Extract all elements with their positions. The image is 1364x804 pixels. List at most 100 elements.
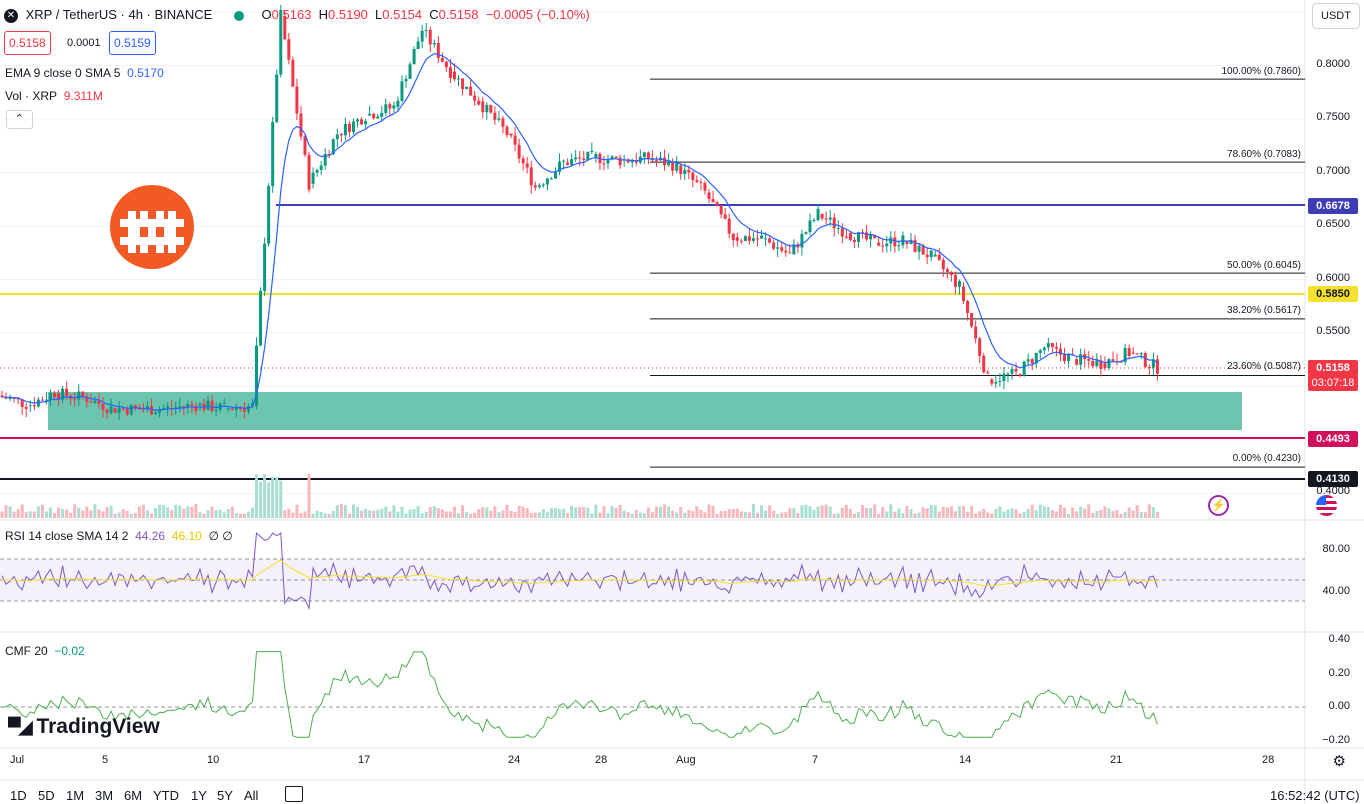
collapse-legend-button[interactable]: ⌃ bbox=[6, 110, 33, 129]
volume-bar bbox=[416, 506, 420, 518]
candle-body bbox=[933, 254, 937, 257]
price-axis-label: 0.5500 bbox=[1316, 325, 1350, 337]
candle-body bbox=[408, 64, 412, 79]
volume-bar bbox=[970, 505, 974, 518]
volume-bar bbox=[392, 505, 396, 518]
timeframe-6m-button[interactable]: 6M bbox=[124, 788, 143, 803]
volume-bar bbox=[404, 513, 408, 518]
volume-bar bbox=[327, 513, 331, 518]
volume-bar bbox=[40, 504, 44, 518]
volume-bar bbox=[356, 506, 360, 518]
candle-body bbox=[549, 178, 553, 180]
volume-bar bbox=[986, 512, 990, 518]
volume-bar bbox=[699, 509, 703, 518]
ema-legend[interactable]: EMA 9 close 0 SMA 5 0.5170 bbox=[5, 66, 164, 80]
clock-readout[interactable]: 16:52:42 (UTC) bbox=[1270, 788, 1360, 803]
volume-bar bbox=[719, 511, 723, 518]
volume-bar bbox=[1018, 513, 1022, 518]
candle-body bbox=[1087, 358, 1091, 361]
timeframe-5d-button[interactable]: 5D bbox=[38, 788, 55, 803]
candle-body bbox=[24, 406, 28, 409]
cmf-legend[interactable]: CMF 20 −0.02 bbox=[5, 644, 85, 658]
volume-bar bbox=[424, 511, 428, 518]
volume-bar bbox=[905, 505, 909, 518]
black-line-price-tag[interactable]: 0.4130 bbox=[1308, 471, 1358, 487]
settings-icon[interactable]: ⚙ bbox=[1332, 753, 1346, 770]
candle-body bbox=[125, 408, 129, 415]
volume-bar bbox=[364, 508, 368, 518]
candle-body bbox=[537, 185, 541, 188]
candle-body bbox=[432, 43, 436, 45]
volume-bar bbox=[533, 512, 537, 518]
rsi-legend[interactable]: RSI 14 close SMA 14 2 44.26 46.10 ∅ ∅ bbox=[5, 529, 233, 543]
candle-body bbox=[489, 104, 493, 113]
timeframe-1d-button[interactable]: 1D bbox=[10, 788, 27, 803]
volume-bar bbox=[170, 509, 174, 518]
volume-bar bbox=[921, 507, 925, 518]
volume-bar bbox=[178, 505, 182, 518]
candle-body bbox=[238, 407, 242, 409]
fib-level-label: 78.60% (0.7083) bbox=[1227, 149, 1301, 160]
volume-bar bbox=[646, 507, 650, 518]
currency-selector[interactable]: USDT bbox=[1312, 3, 1360, 29]
candle-body bbox=[149, 406, 153, 415]
volume-bar bbox=[566, 512, 570, 518]
candle-body bbox=[158, 409, 162, 413]
volume-bar bbox=[962, 505, 966, 518]
candle-body bbox=[1123, 348, 1127, 363]
candle-body bbox=[190, 404, 194, 406]
volume-bar bbox=[852, 513, 856, 518]
candle-body bbox=[594, 153, 598, 158]
yellow-line-price-tag[interactable]: 0.5850 bbox=[1308, 286, 1358, 302]
sell-button[interactable]: 0.5158 bbox=[4, 31, 51, 55]
volume-bar bbox=[1010, 508, 1014, 518]
volume-bar bbox=[279, 480, 283, 518]
x-axis-label: 17 bbox=[358, 754, 371, 766]
timeframe-all-button[interactable]: All bbox=[244, 788, 259, 803]
us-flag-icon[interactable] bbox=[1316, 495, 1337, 516]
candle-body bbox=[986, 372, 990, 374]
volume-bar bbox=[69, 512, 73, 518]
volume-bar bbox=[77, 507, 81, 518]
blue-line-price-tag[interactable]: 0.6678 bbox=[1308, 198, 1358, 214]
volume-bar bbox=[182, 508, 186, 518]
volume-bar bbox=[848, 508, 852, 518]
candle-body bbox=[582, 158, 586, 160]
candle-body bbox=[824, 218, 828, 220]
date-range-icon[interactable] bbox=[285, 786, 303, 802]
candle-body bbox=[351, 121, 355, 132]
volume-bar bbox=[1131, 510, 1135, 518]
symbol-title[interactable]: XRP / TetherUS · 4h · BINANCE bbox=[25, 7, 213, 22]
candle-body bbox=[263, 243, 267, 291]
close-icon[interactable]: ✕ bbox=[4, 8, 18, 23]
volume-bar bbox=[65, 509, 69, 518]
volume-bar bbox=[230, 506, 234, 518]
volume-bar bbox=[125, 511, 129, 518]
tv-icon: ▀◢ bbox=[8, 717, 33, 737]
candle-body bbox=[966, 300, 970, 314]
timeframe-1y-button[interactable]: 1Y bbox=[191, 788, 207, 803]
price-axis-label: 0.8000 bbox=[1316, 58, 1350, 70]
candle-body bbox=[1014, 369, 1018, 372]
timeframe-3m-button[interactable]: 3M bbox=[95, 788, 114, 803]
timeframe-ytd-button[interactable]: YTD bbox=[153, 788, 179, 803]
candle-body bbox=[772, 242, 776, 249]
volume-bar bbox=[154, 507, 158, 518]
tradingview-logo[interactable]: ▀◢ TradingView bbox=[8, 715, 160, 739]
volume-bar bbox=[747, 512, 751, 518]
lightning-icon[interactable]: ⚡ bbox=[1208, 495, 1229, 516]
volume-bar bbox=[194, 504, 198, 518]
candle-body bbox=[376, 116, 380, 119]
timeframe-5y-button[interactable]: 5Y bbox=[217, 788, 233, 803]
logo-gap-left bbox=[140, 227, 148, 237]
volume-bar bbox=[263, 474, 267, 518]
candle-body bbox=[848, 233, 852, 240]
candle-body bbox=[117, 408, 121, 413]
candle-body bbox=[424, 29, 428, 31]
red-line-price-tag[interactable]: 0.4493 bbox=[1308, 431, 1358, 447]
timeframe-1m-button[interactable]: 1M bbox=[66, 788, 85, 803]
buy-button[interactable]: 0.5159 bbox=[109, 31, 156, 55]
volume-bar bbox=[267, 482, 271, 518]
volume-legend[interactable]: Vol · XRP 9.311M bbox=[5, 89, 103, 103]
